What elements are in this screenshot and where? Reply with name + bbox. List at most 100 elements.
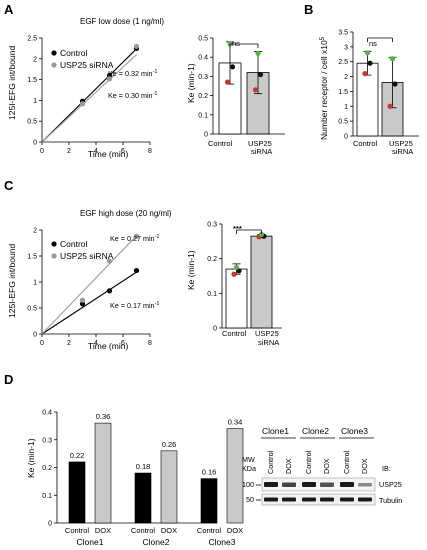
b-bar-y-tick-label: 3.5	[338, 30, 348, 37]
c-line-title: EGF high dose (20 ng/ml)	[80, 209, 172, 218]
d-group-label: Clone2	[143, 537, 170, 547]
c-line-ylabel: 125I-EFG int/bound	[7, 244, 17, 318]
panel-letter-c: C	[4, 178, 14, 193]
blot-marker-50: 50	[246, 495, 254, 504]
d-category-label: DOX	[161, 526, 177, 535]
c-bar-y-tick-label: 0.3	[207, 222, 217, 229]
d-bar-value-label: 0.36	[96, 412, 111, 421]
c-line-xlabel: Time (min)	[88, 341, 128, 351]
b-bar-y-tick-label: 3	[344, 44, 348, 51]
panel-letter-b: B	[304, 2, 313, 17]
c-bar-replicate-point	[231, 271, 237, 277]
a-y-tick-label: 2.5	[27, 36, 37, 43]
a-bar-sig: ns	[232, 39, 240, 48]
b-bar-replicate-point	[362, 71, 368, 77]
blot-clone-1: Clone1	[262, 426, 289, 436]
a-x-tick-label: 0	[40, 148, 44, 155]
c-x-tick-label: 0	[40, 340, 44, 347]
blot-lane-label: Control	[266, 450, 275, 474]
c-bar-sig: ***	[233, 224, 242, 233]
a-x-tick-label: 6	[121, 148, 125, 155]
b-bar-sig: ns	[369, 39, 377, 48]
a-line-chart: 0 0.5 1 1.5 2 2.5 0 2 4 6 8	[27, 36, 152, 156]
c-y-tick-label: 2	[33, 228, 37, 235]
c-legend-usp25-marker	[51, 253, 57, 259]
c-bar-bar-usp25	[250, 235, 273, 329]
c-bar-replicate-point	[258, 231, 265, 237]
blot-lane-labels: Control DOX Control DOX Control DOX	[266, 450, 369, 474]
a-legend-usp25: USP25 siRNA	[60, 60, 114, 70]
blot-lane-label: DOX	[360, 458, 369, 474]
c-legend-control-marker	[51, 241, 57, 247]
a-bar-cat-control: Control	[208, 139, 233, 148]
c-legend-control: Control	[60, 239, 88, 249]
blot-usp25-band	[282, 482, 296, 487]
d-bar-value-label: 0.16	[202, 468, 217, 477]
c-point-control	[79, 301, 86, 307]
c-point-usp25	[133, 233, 140, 239]
blot-tubulin-band	[340, 497, 354, 502]
d-bar-value-label: 0.34	[228, 418, 243, 427]
a-line-ylabel: 125I-EFG int/bound	[7, 46, 17, 120]
blot-usp25-band	[302, 482, 316, 487]
c-ke-usp25: Ke = 0.27 min-1	[110, 234, 159, 243]
a-legend-control: Control	[60, 48, 88, 58]
d-y-tick-label: 0.2	[42, 465, 52, 472]
b-bar-replicate-point	[387, 103, 393, 109]
b-bar-ylabel: Number receptor / cell x105	[319, 36, 329, 140]
c-x-tick-label: 8	[148, 340, 152, 347]
d-y-tick-label: 0.3	[42, 437, 52, 444]
d-category-label: Control	[131, 526, 156, 535]
blot-tubulin-band	[302, 497, 316, 502]
blot-mw-label: MW	[242, 455, 255, 464]
c-point-control	[106, 288, 113, 294]
a-line-title: EGF low dose (1 ng/ml)	[80, 17, 164, 26]
a-point-usp25	[79, 101, 86, 107]
panel-letter-a: A	[4, 2, 14, 17]
c-x-tick-label: 6	[121, 340, 125, 347]
a-bar-replicate-point	[224, 79, 231, 85]
c-fit-line-usp25	[41, 235, 137, 335]
a-bar-y-tick-label: 0.4	[198, 55, 208, 62]
c-point-usp25	[106, 258, 113, 264]
d-y-tick-label: 0	[48, 521, 52, 528]
d-bar-value-label: 0.22	[70, 451, 85, 460]
b-bar-replicate-point	[367, 60, 373, 66]
b-bar-y-tick-label: 1.5	[338, 89, 348, 96]
d-bar-ylabel: Ke (min-1)	[26, 438, 36, 478]
blot-usp25-band	[358, 483, 372, 487]
c-point-control	[133, 267, 140, 274]
d-bar-dox	[94, 422, 112, 524]
a-fit-line-usp25	[41, 54, 137, 143]
d-y-tick-label: 0.4	[42, 410, 52, 417]
blot-lane-label: DOX	[322, 458, 331, 474]
blot-marker-100: 100	[242, 480, 254, 489]
c-y-tick-label: 0.5	[27, 306, 37, 313]
a-fit-line-control	[41, 48, 137, 143]
d-bar-control	[68, 461, 86, 524]
b-bar-cat-control: Control	[353, 139, 378, 148]
c-line-chart: 0 0.5 1 1.5 2 0 2 4 6 8	[27, 228, 152, 348]
a-bar-y-tick-label: 0.3	[198, 74, 208, 81]
d-bar-control	[134, 472, 152, 524]
blot-ib-label: IB:	[382, 464, 391, 473]
blot-lane-label: Control	[342, 450, 351, 474]
a-bar-replicate-point	[257, 71, 264, 78]
a-bar-replicate-point	[252, 87, 259, 93]
c-bar-ylabel: Ke (min-1)	[186, 250, 196, 290]
c-fit-line-control	[41, 271, 137, 335]
c-bar-cat-control: Control	[222, 329, 247, 338]
western-blot: Clone1 Clone2 Clone3 Control DOX Control DO…	[242, 426, 402, 506]
blot-usp25-band	[320, 482, 334, 487]
b-bar-replicate-point	[389, 56, 396, 62]
b-bar-replicate-point	[364, 50, 371, 56]
a-bar-y-tick-label: 0.2	[198, 93, 208, 100]
b-bar-cat-usp25: USP25	[389, 139, 413, 148]
d-category-label: Control	[197, 526, 222, 535]
a-bar-cat-usp25: USP25	[248, 139, 272, 148]
a-ke-control: Ke = 0.32 min-1	[108, 69, 157, 78]
a-bar-cat-sirna: siRNA	[251, 147, 272, 156]
a-ke-usp25: Ke = 0.30 min-1	[108, 91, 157, 100]
blot-clone-3: Clone3	[341, 426, 368, 436]
d-bar-chart: 0 0.1 0.2 0.3 0.4 0.22 Control 0.36 DOX Clone1 0.1…	[42, 410, 244, 547]
